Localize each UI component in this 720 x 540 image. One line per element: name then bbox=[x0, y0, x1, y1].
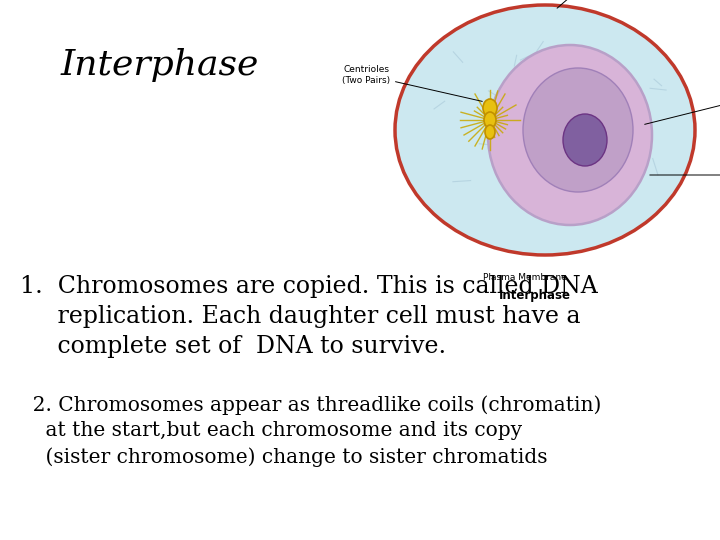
Ellipse shape bbox=[484, 112, 496, 128]
Ellipse shape bbox=[483, 99, 497, 117]
Text: Nuclear
Envelope: Nuclear Envelope bbox=[649, 165, 720, 185]
Text: complete set of  DNA to survive.: complete set of DNA to survive. bbox=[20, 335, 446, 358]
Text: Centrioles
(Two Pairs): Centrioles (Two Pairs) bbox=[342, 65, 482, 102]
Text: Interphase: Interphase bbox=[60, 48, 259, 82]
Ellipse shape bbox=[523, 68, 633, 192]
Text: replication. Each daughter cell must have a: replication. Each daughter cell must hav… bbox=[20, 305, 580, 328]
Text: Plasma Membrane: Plasma Membrane bbox=[483, 273, 567, 282]
Ellipse shape bbox=[488, 45, 652, 225]
Text: Interphase: Interphase bbox=[499, 289, 571, 302]
Ellipse shape bbox=[485, 125, 495, 139]
Text: 1.  Chromosomes are copied. This is called DNA: 1. Chromosomes are copied. This is calle… bbox=[20, 275, 598, 298]
Ellipse shape bbox=[395, 5, 695, 255]
Text: at the start,but each chromosome and its copy: at the start,but each chromosome and its… bbox=[20, 421, 522, 440]
Text: Nucleolus: Nucleolus bbox=[644, 91, 720, 124]
Text: (sister chromosome) change to sister chromatids: (sister chromosome) change to sister chr… bbox=[20, 447, 547, 467]
Text: Chromatin: Chromatin bbox=[557, 0, 634, 8]
Ellipse shape bbox=[563, 114, 607, 166]
Text: 2. Chromosomes appear as threadlike coils (chromatin): 2. Chromosomes appear as threadlike coil… bbox=[20, 395, 601, 415]
